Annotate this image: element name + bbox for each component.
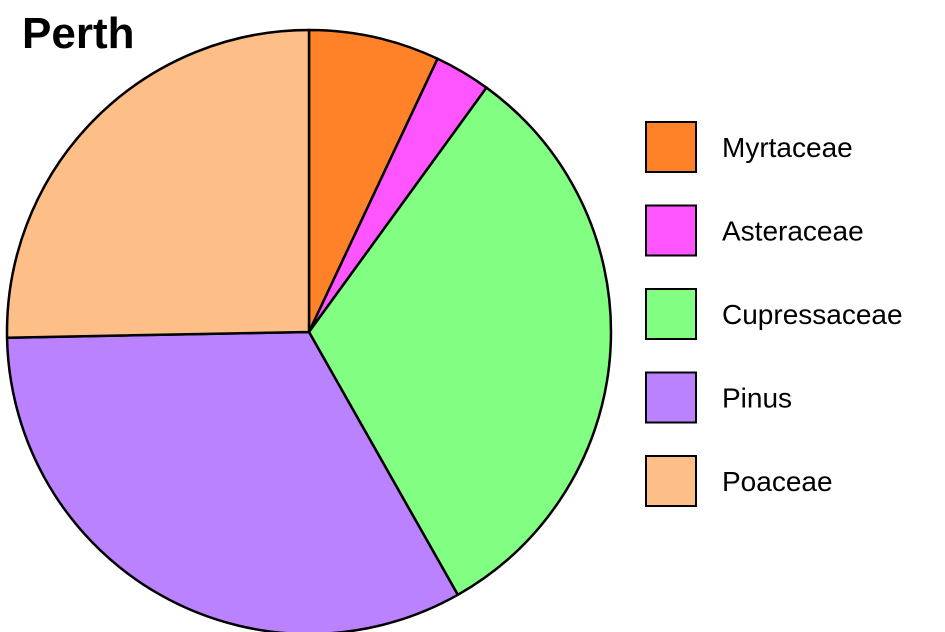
legend-label-asteraceae: Asteraceae	[722, 216, 864, 247]
legend: Myrtaceae Asteraceae Cupressaceae Pinus Poac…	[645, 121, 903, 507]
legend-swatch-myrtaceae	[645, 121, 697, 173]
pie-slice-myrtaceae	[307, 28, 439, 334]
pie-slice-poaceae	[5, 28, 311, 339]
legend-label-poaceae: Poaceae	[722, 466, 833, 497]
legend-swatch-cupressaceae	[645, 288, 697, 340]
legend-swatch-pinus	[645, 371, 697, 424]
legend-swatch-poaceae	[645, 455, 697, 507]
pie-slice-cupressaceae	[307, 86, 613, 597]
legend-label-cupressaceae: Cupressaceae	[722, 299, 903, 330]
chart-title: Perth	[22, 9, 134, 58]
legend-label-myrtaceae: Myrtaceae	[722, 132, 853, 163]
legend-label-pinus: Pinus	[722, 383, 792, 414]
pie-slices	[5, 28, 613, 632]
legend-swatch-asteraceae	[645, 204, 697, 257]
pie-slice-pinus	[5, 330, 460, 632]
